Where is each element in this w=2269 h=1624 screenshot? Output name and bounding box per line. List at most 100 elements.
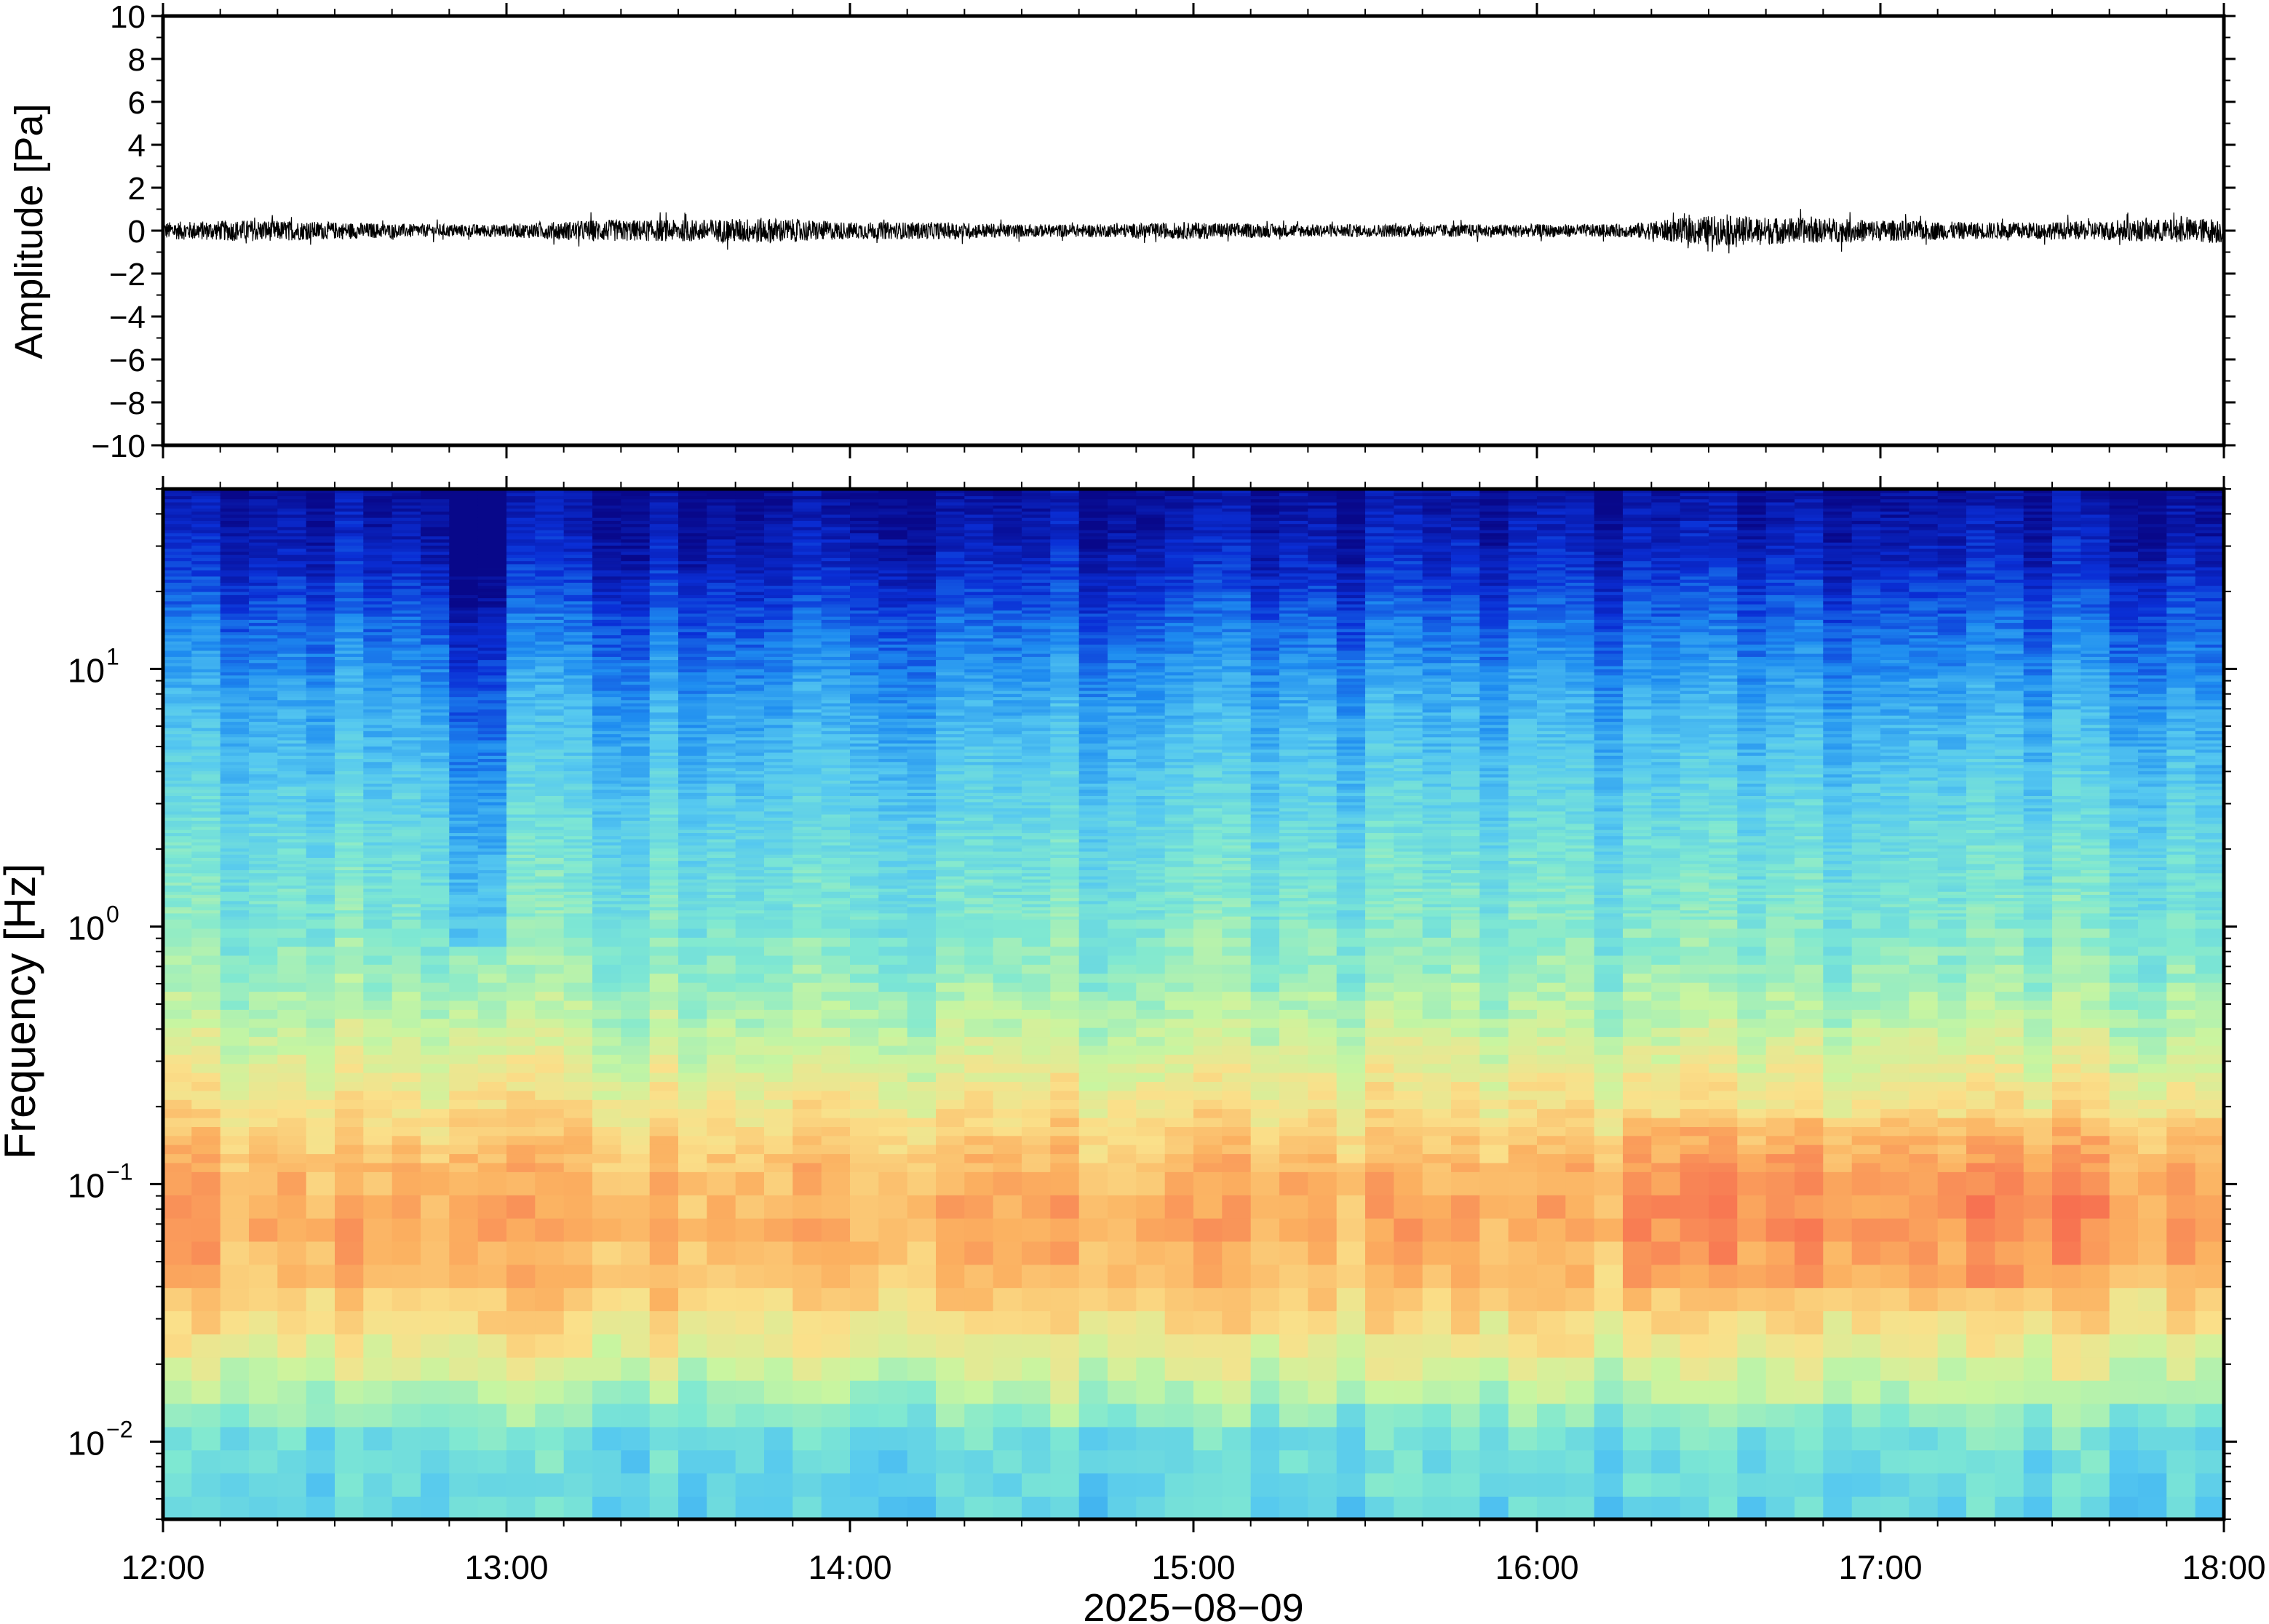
spectrogram-cell [764,504,794,509]
spectrogram-cell [764,749,794,753]
spectrogram-cell [449,1090,479,1100]
spectrogram-cell [707,706,736,710]
spectrogram-cell [477,776,507,781]
spectrogram-cell [506,613,536,617]
spectrogram-cell [792,1217,822,1242]
spectrogram-cell [277,520,307,525]
spectrogram-cell [335,813,365,818]
spectrogram-cell [735,1045,765,1055]
spectrogram-cell [850,888,880,892]
spectrogram-cell [878,776,908,781]
spectrogram-cell [563,634,593,639]
spectrogram-cell [477,867,507,870]
spectrogram-cell [592,585,622,589]
spectrogram-cell [335,869,365,874]
spectrogram-cell [907,755,937,759]
spectrogram-cell [621,699,651,704]
spectrogram-cell [649,795,679,800]
spectrogram-cell [363,1195,393,1219]
spectrogram-cell [735,529,765,533]
spectrogram-cell [592,826,622,830]
spectrogram-cell [649,798,679,803]
spectrogram-cell [878,912,908,917]
spectrogram-cell [707,919,736,929]
spectrogram-cell [477,616,507,620]
spectrogram-cell [764,867,794,870]
spectrogram-cell [220,860,250,864]
spectrogram-cell [421,875,450,880]
spectrogram-cell [306,854,335,858]
spectrogram-cell [477,801,507,805]
spectrogram-cell [392,1144,421,1155]
spectrogram-cell [678,1000,708,1010]
spectrogram-cell [707,761,736,765]
spectrogram-cell [277,982,307,992]
spectrogram-cell [621,727,651,731]
spectrogram-cell [306,563,335,568]
spectrogram-cell [678,548,708,552]
spectrogram-cell [477,529,507,533]
spectrogram-cell [421,628,450,632]
spectrogram-cell [707,554,736,558]
spectrogram-cell [277,1171,307,1195]
spectrogram-cell [191,808,221,812]
spectrogram-cell [392,597,421,602]
spectrogram-cell [678,909,708,914]
spectrogram-cell [850,715,880,719]
spectrogram-cell [735,1081,765,1091]
spectrogram-cell [163,597,193,602]
spectrogram-cell [277,1153,307,1163]
spectrogram-cell [506,690,536,694]
spectrogram-cell [621,665,651,669]
spectrogram-cell [191,773,221,778]
spectrogram-cell [191,501,221,506]
spectrogram-cell [735,832,765,837]
spectrogram-cell [220,696,250,701]
spectrogram-cell [821,591,851,595]
spectrogram-cell [535,1063,565,1073]
spectrogram-cell [678,541,708,546]
spectrogram-cell [306,597,335,602]
spectrogram-cell [821,1449,851,1474]
spectrogram-cell [477,1426,507,1451]
spectrogram-cell [592,891,622,895]
spectrogram-cell [535,773,565,778]
spectrogram-cell [649,610,679,614]
spectrogram-cell [335,909,365,914]
spectrogram-cell [163,955,193,965]
spectrogram-cell [506,724,536,728]
spectrogram-cell [306,498,335,503]
spectrogram-cell [850,1403,880,1428]
spectrogram-cell [735,1000,765,1010]
spectrogram-cell [649,955,679,965]
spectrogram-cell [163,715,193,719]
spectrogram-cell [678,517,708,521]
spectrogram-cell [249,820,279,824]
spectrogram-cell [850,665,880,669]
spectrogram-cell [563,749,593,753]
spectrogram-cell [535,563,565,568]
spectrogram-cell [220,879,250,883]
spectrogram-cell [220,731,250,735]
spectrogram-cell [363,684,393,688]
spectrogram-cell [449,508,479,512]
spectrogram-cell [163,842,193,845]
spectrogram-cell [220,610,250,614]
spectrogram-cell [163,600,193,605]
spectrogram-cell [563,872,593,877]
spectrogram-cell [649,501,679,506]
spectrogram-cell [592,702,622,706]
spectrogram-cell [764,909,794,914]
spectrogram-cell [707,640,736,645]
spectrogram-cell [878,838,908,843]
spectrogram-cell [792,915,822,920]
spectrogram-cell [421,733,450,738]
spectrogram-cell [191,647,221,651]
spectrogram-cell [535,845,565,849]
spectrogram-cell [592,937,622,947]
spectrogram-cell [477,879,507,883]
spectrogram-cell [220,656,250,661]
spectrogram-cell [563,674,593,679]
spectrogram-cell [449,1357,479,1381]
spectrogram-cell [449,909,479,914]
